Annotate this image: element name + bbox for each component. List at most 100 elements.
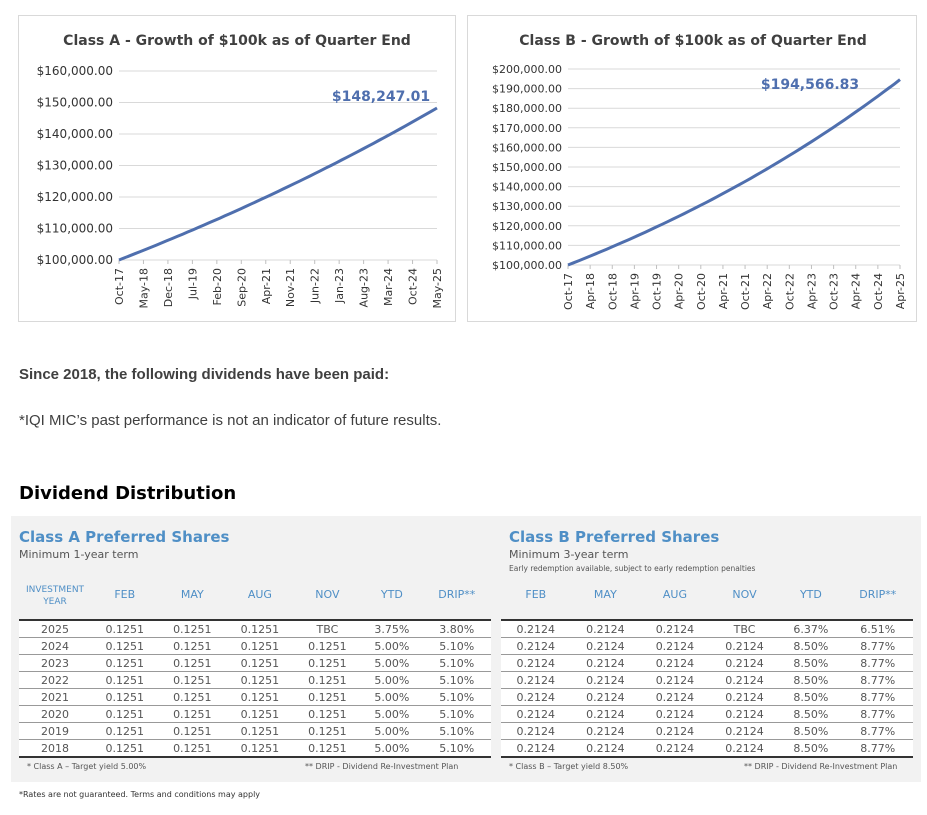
x-tick-label: Apr-18: [584, 273, 597, 309]
table-cell: 0.2124: [640, 722, 710, 740]
table-cell: 0.2124: [709, 637, 780, 655]
y-tick-label: $160,000.00: [492, 141, 562, 154]
table-cell: 5.00%: [361, 739, 423, 758]
y-tick-label: $170,000.00: [492, 122, 562, 135]
class-a-chart-svg: Class A - Growth of $100k as of Quarter …: [37, 33, 444, 309]
table-cell: 2019: [19, 722, 91, 740]
table-cell: 5.10%: [422, 688, 491, 706]
table-cell: 0.2124: [570, 654, 641, 672]
table-cell: 0.2124: [501, 688, 571, 706]
table-cell: 5.10%: [422, 671, 491, 689]
table-cell: 8.50%: [779, 739, 843, 758]
table-cell: 8.50%: [779, 705, 843, 723]
x-tick-label: Oct-19: [651, 273, 664, 310]
y-tick-label: $120,000.00: [492, 220, 562, 233]
x-tick-label: Nov-21: [284, 268, 297, 307]
class-a-growth-chart: Class A - Growth of $100k as of Quarter …: [18, 15, 456, 322]
table-cell: 0.2124: [501, 654, 571, 672]
chart-title: Class A - Growth of $100k as of Quarter …: [63, 33, 411, 49]
table-cell: 8.50%: [779, 671, 843, 689]
table-row: 2025 0.1251 0.1251 0.1251 TBC 3.75% 3.80%: [19, 620, 491, 638]
table-cell: 2022: [19, 671, 91, 689]
class-a-col-header: NOV: [293, 584, 362, 621]
table-cell: 0.1251: [226, 722, 294, 740]
table-cell: 0.1251: [226, 705, 294, 723]
table-cell: 0.1251: [226, 671, 294, 689]
table-cell: 0.2124: [570, 671, 641, 689]
table-cell: 0.1251: [91, 705, 159, 723]
table-cell: 0.1251: [158, 705, 227, 723]
table-cell: 0.2124: [501, 620, 571, 638]
table-cell: 0.1251: [293, 705, 362, 723]
table-cell: 0.2124: [570, 688, 641, 706]
class-a-col-header: AUG: [226, 584, 294, 621]
table-cell: 0.2124: [501, 671, 571, 689]
class-b-col-header: FEB: [501, 584, 571, 621]
table-row: 0.2124 0.2124 0.2124 0.2124 8.50% 8.77%: [501, 654, 913, 672]
x-tick-label: Oct-24: [407, 268, 420, 305]
x-tick-label: Oct-24: [872, 273, 885, 310]
x-tick-label: May-18: [137, 268, 150, 309]
class-a-col-header: FEB: [91, 584, 159, 621]
x-tick-label: Oct-20: [695, 273, 708, 310]
table-cell: 0.2124: [640, 620, 710, 638]
table-cell: 0.2124: [709, 688, 780, 706]
y-tick-label: $150,000.00: [492, 161, 562, 174]
table-row: 0.2124 0.2124 0.2124 0.2124 8.50% 8.77%: [501, 637, 913, 655]
table-cell: 0.2124: [709, 671, 780, 689]
table-cell: 0.1251: [293, 688, 362, 706]
x-tick-label: Oct-22: [783, 273, 796, 310]
table-cell: 0.1251: [226, 654, 294, 672]
table-cell: 0.1251: [226, 637, 294, 655]
table-cell: 0.2124: [570, 739, 641, 758]
dividend-distribution-panel: Class A Preferred Shares Minimum 1-year …: [11, 516, 921, 782]
x-tick-label: Apr-21: [717, 273, 730, 309]
table-row: 0.2124 0.2124 0.2124 0.2124 8.50% 8.77%: [501, 705, 913, 723]
y-tick-label: $130,000.00: [37, 159, 113, 173]
x-tick-label: Oct-23: [828, 273, 841, 310]
table-row: 2021 0.1251 0.1251 0.1251 0.1251 5.00% 5.10%: [19, 688, 491, 706]
table-cell: 0.2124: [709, 739, 780, 758]
table-cell: 0.2124: [709, 705, 780, 723]
table-cell: 0.2124: [709, 654, 780, 672]
table-cell: 0.2124: [640, 654, 710, 672]
table-row: 2020 0.1251 0.1251 0.1251 0.1251 5.00% 5.10%: [19, 705, 491, 723]
y-tick-label: $100,000.00: [37, 253, 113, 267]
y-tick-label: $110,000.00: [37, 222, 113, 236]
class-b-col-header: MAY: [570, 584, 641, 621]
table-cell: 0.1251: [293, 637, 362, 655]
table-cell: 2023: [19, 654, 91, 672]
table-cell: 0.1251: [158, 688, 227, 706]
y-tick-label: $120,000.00: [37, 190, 113, 204]
y-tick-label: $140,000.00: [37, 127, 113, 141]
table-cell: 6.51%: [842, 620, 913, 638]
table-cell: 0.1251: [293, 671, 362, 689]
x-tick-label: Oct-21: [739, 273, 752, 310]
x-tick-label: Apr-21: [260, 268, 273, 304]
table-cell: 5.10%: [422, 705, 491, 723]
table-cell: 0.1251: [158, 722, 227, 740]
x-tick-label: Sep-20: [235, 268, 248, 307]
table-cell: 0.1251: [158, 637, 227, 655]
table-cell: 5.00%: [361, 637, 423, 655]
dividends-paid-heading: Since 2018, the following dividends have…: [19, 366, 390, 383]
table-cell: 0.2124: [640, 705, 710, 723]
y-tick-label: $200,000.00: [492, 63, 562, 76]
class-b-col-header: AUG: [640, 584, 710, 621]
table-cell: 0.1251: [293, 654, 362, 672]
table-cell: 0.2124: [570, 620, 641, 638]
x-tick-label: Apr-19: [628, 273, 641, 309]
table-cell: 8.77%: [842, 688, 913, 706]
table-cell: 0.1251: [91, 722, 159, 740]
table-cell: 0.1251: [293, 722, 362, 740]
table-cell: 8.77%: [842, 654, 913, 672]
y-tick-label: $140,000.00: [492, 181, 562, 194]
end-value-label: $148,247.01: [332, 89, 430, 105]
class-b-drip-note: ** DRIP - Dividend Re-Investment Plan: [744, 762, 898, 771]
class-a-dividend-table: INVESTMENT YEAR FEB MAY AUG NOV YTD DRIP** 202…: [19, 584, 491, 758]
class-a-col-header: MAY: [158, 584, 227, 621]
table-cell: 5.10%: [422, 637, 491, 655]
table-cell: 5.00%: [361, 722, 423, 740]
table-cell: 0.1251: [91, 654, 159, 672]
table-cell: 0.2124: [501, 739, 571, 758]
